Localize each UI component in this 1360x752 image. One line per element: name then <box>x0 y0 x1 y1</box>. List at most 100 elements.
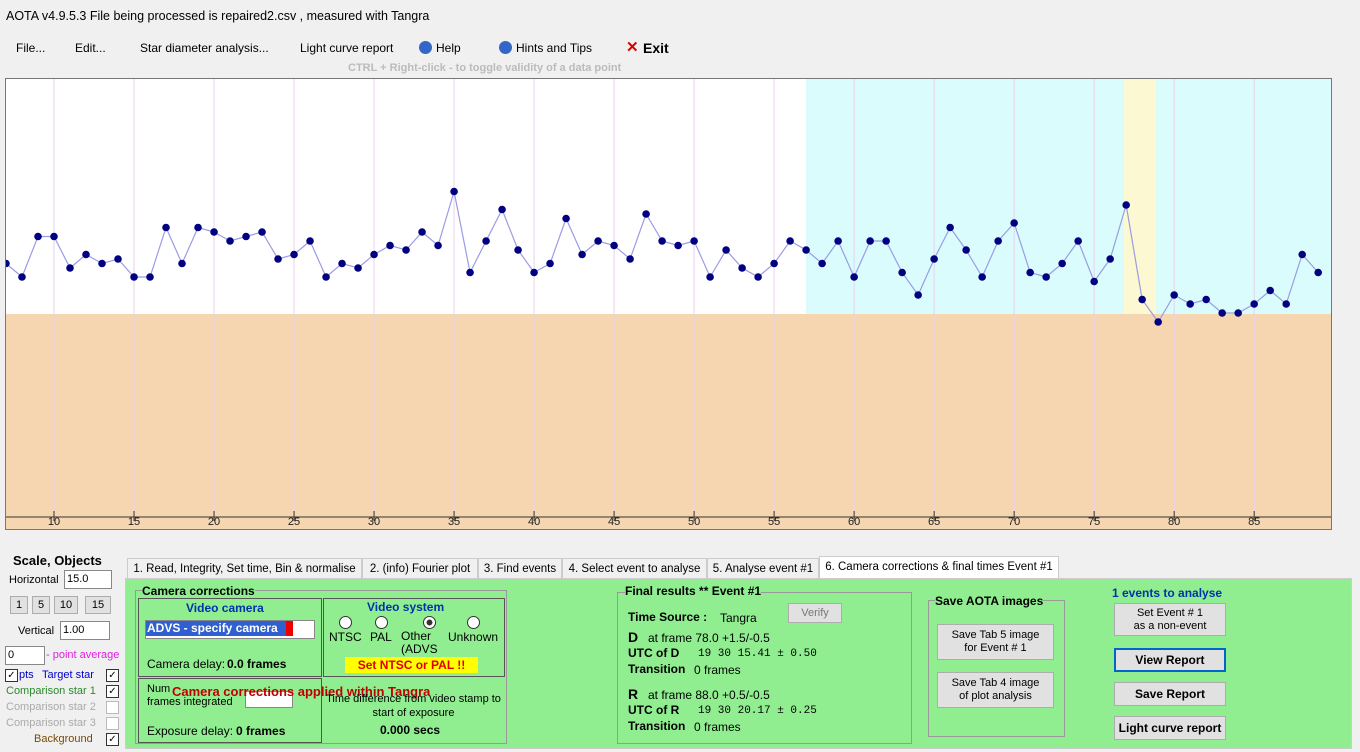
checkbox[interactable] <box>106 717 119 730</box>
data-point <box>162 224 170 232</box>
label: Transition <box>628 719 685 733</box>
value: 0 frames <box>694 720 741 734</box>
radio[interactable] <box>467 616 480 629</box>
button[interactable]: 10 <box>54 596 78 614</box>
label: Exposure delay: <box>147 724 233 738</box>
value: at frame 78.0 +1.5/-0.5 <box>648 631 770 645</box>
menu-item[interactable]: Exit <box>643 40 669 56</box>
menu-item[interactable]: Help <box>436 41 461 55</box>
data-point <box>1298 251 1306 259</box>
data-point <box>1250 300 1258 308</box>
label: D <box>628 629 638 645</box>
menu-item[interactable]: Star diameter analysis... <box>140 41 269 55</box>
tab[interactable]: 1. Read, Integrity, Set time, Bin & norm… <box>127 558 362 579</box>
data-point <box>818 260 826 268</box>
radio[interactable] <box>339 616 352 629</box>
button[interactable]: Light curve report <box>1114 716 1226 740</box>
data-point <box>898 269 906 277</box>
value: 0 frames <box>694 663 741 677</box>
tab-active[interactable]: 6. Camera corrections & final times Even… <box>819 556 1059 579</box>
x-tick-label: 60 <box>848 516 860 528</box>
menu-item[interactable]: Hints and Tips <box>516 41 592 55</box>
tab[interactable]: 2. (info) Fourier plot <box>362 558 478 579</box>
panel-title: Scale, Objects <box>13 553 102 568</box>
radio-label: PAL <box>370 630 392 644</box>
button[interactable]: Verify <box>788 603 842 623</box>
button[interactable]: 15 <box>85 596 111 614</box>
checkbox[interactable]: ✓ <box>106 685 119 698</box>
x-tick-label: 35 <box>448 516 460 528</box>
menu-item[interactable]: Light curve report <box>300 41 393 55</box>
help-icon <box>419 41 432 54</box>
select[interactable]: 0 <box>5 646 45 665</box>
button[interactable]: 1 <box>10 596 28 614</box>
button[interactable]: 5 <box>32 596 50 614</box>
menu-item[interactable]: Edit... <box>75 41 106 55</box>
data-point <box>946 224 954 232</box>
select-text[interactable]: ADVS - specify camera <box>146 621 287 636</box>
event-region <box>1124 79 1156 314</box>
input[interactable]: 1.00 <box>60 621 110 640</box>
tab[interactable]: 5. Analyse event #1 <box>707 558 819 579</box>
data-point <box>338 260 346 268</box>
data-point <box>738 264 746 272</box>
checkbox[interactable]: ✓ <box>106 669 119 682</box>
data-point <box>1186 300 1194 308</box>
value: 19 30 20.17 ± 0.25 <box>698 705 817 717</box>
button[interactable]: Save Tab 5 image for Event # 1 <box>937 624 1054 660</box>
data-point <box>994 237 1002 245</box>
exit-icon: ✕ <box>626 38 639 56</box>
x-tick-label: 40 <box>528 516 540 528</box>
radio[interactable] <box>423 616 436 629</box>
button[interactable]: Save Tab 4 image of plot analysis <box>937 672 1054 708</box>
checkbox[interactable]: ✓ <box>106 733 119 746</box>
data-point <box>82 251 90 259</box>
tab[interactable]: 3. Find events <box>478 558 562 579</box>
data-point <box>258 228 266 236</box>
radio[interactable] <box>375 616 388 629</box>
button[interactable]: View Report <box>1114 648 1226 672</box>
data-point <box>514 246 522 254</box>
data-point <box>306 237 314 245</box>
data-point <box>450 188 458 196</box>
data-point <box>482 237 490 245</box>
input[interactable]: 15.0 <box>64 570 112 589</box>
tab[interactable]: 4. Select event to analyse <box>562 558 707 579</box>
x-tick-label: 70 <box>1008 516 1020 528</box>
data-point <box>130 273 138 281</box>
data-point <box>194 224 202 232</box>
x-tick-label: 85 <box>1248 516 1260 528</box>
label: Camera delay: <box>147 657 225 671</box>
data-point <box>290 251 298 259</box>
button[interactable]: Save Report <box>1114 682 1226 706</box>
check-label: Background <box>34 733 93 745</box>
data-point <box>242 233 250 241</box>
data-point <box>978 273 986 281</box>
data-point <box>562 215 570 223</box>
checkbox[interactable]: ✓ <box>5 669 18 682</box>
data-point <box>1170 291 1178 299</box>
checkbox[interactable] <box>106 701 119 714</box>
data-point <box>610 242 618 250</box>
data-point <box>546 260 554 268</box>
group-title: Camera corrections <box>142 584 255 598</box>
button[interactable]: Set Event # 1 as a non-event <box>1114 603 1226 636</box>
data-point <box>34 233 42 241</box>
data-point <box>66 264 74 272</box>
data-point <box>834 237 842 245</box>
check-label: Target star <box>42 669 94 681</box>
group <box>928 600 1065 737</box>
data-point <box>658 237 666 245</box>
x-tick-label: 55 <box>768 516 780 528</box>
x-tick-label: 10 <box>48 516 60 528</box>
data-point <box>674 242 682 250</box>
hint: CTRL + Right-click - to toggle validity … <box>348 62 621 74</box>
data-point <box>178 260 186 268</box>
lower-region <box>6 314 1331 529</box>
data-point <box>354 264 362 272</box>
data-point <box>1234 309 1242 317</box>
x-tick-label: 25 <box>288 516 300 528</box>
data-point <box>690 237 698 245</box>
menu-item[interactable]: File... <box>16 41 45 55</box>
